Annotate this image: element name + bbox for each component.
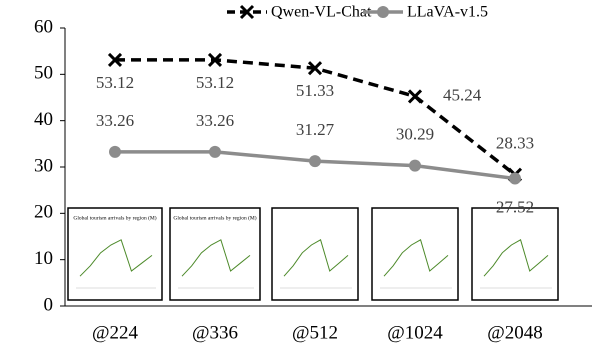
x-tick-label: @512 bbox=[292, 322, 338, 343]
x-tick-label: @2048 bbox=[487, 322, 543, 343]
data-label: 53.12 bbox=[96, 73, 134, 92]
y-tick-label: 0 bbox=[44, 294, 54, 315]
x-tick-label: @1024 bbox=[387, 322, 443, 343]
y-tick-label: 10 bbox=[34, 248, 53, 269]
y-tick-label: 40 bbox=[34, 109, 53, 130]
thumbnail bbox=[271, 207, 359, 301]
marker-x bbox=[107, 52, 123, 67]
data-label: 45.24 bbox=[443, 85, 482, 104]
thumbnail-title: Global tourism arrivals by region (M) bbox=[173, 214, 256, 221]
thumbnail-title: Global tourism arrivals by region (M) bbox=[73, 214, 156, 221]
data-label: 27.52 bbox=[496, 197, 534, 216]
thumbnail bbox=[371, 207, 459, 301]
thumbnail: Global tourism arrivals by region (M) bbox=[67, 207, 163, 301]
marker-x bbox=[307, 61, 323, 76]
y-tick-label: 20 bbox=[34, 202, 53, 223]
thumbnail-frame bbox=[67, 207, 163, 301]
data-label: 51.33 bbox=[296, 81, 334, 100]
thumbnail-frame bbox=[471, 207, 559, 301]
x-tick-label: @336 bbox=[192, 322, 238, 343]
thumbnail-frame bbox=[371, 207, 459, 301]
thumbnail: Global tourism arrivals by region (M) bbox=[169, 207, 261, 301]
thumbnail-line bbox=[483, 239, 549, 277]
thumbnail-line bbox=[383, 239, 449, 277]
data-label: 31.27 bbox=[296, 120, 335, 139]
marker-circle bbox=[109, 145, 121, 158]
legend-label: Qwen-VL-Chat bbox=[271, 4, 372, 21]
thumbnail-frame bbox=[169, 207, 261, 301]
marker-circle bbox=[409, 159, 421, 172]
marker-x bbox=[407, 89, 423, 104]
thumbnail-line bbox=[283, 239, 349, 277]
data-label: 30.29 bbox=[396, 125, 434, 144]
thumbnail-line bbox=[181, 239, 251, 277]
data-label: 33.26 bbox=[96, 111, 134, 130]
thumbnail-frame bbox=[271, 207, 359, 301]
data-label: 33.26 bbox=[196, 111, 234, 130]
marker-circle bbox=[509, 172, 521, 185]
marker-circle bbox=[309, 155, 321, 168]
data-label: 53.12 bbox=[196, 73, 234, 92]
thumbnail-line bbox=[79, 239, 153, 277]
data-label: 28.33 bbox=[496, 134, 534, 153]
legend-marker bbox=[239, 4, 255, 20]
marker-x bbox=[207, 52, 223, 67]
y-tick-label: 50 bbox=[34, 63, 53, 84]
legend-label: LLaVA-v1.5 bbox=[407, 4, 488, 21]
x-tick-label: @224 bbox=[92, 322, 138, 343]
y-tick-label: 60 bbox=[34, 16, 53, 37]
y-tick-label: 30 bbox=[34, 155, 53, 176]
thumbnail bbox=[471, 207, 559, 301]
legend-marker bbox=[377, 6, 389, 18]
marker-circle bbox=[209, 145, 221, 158]
